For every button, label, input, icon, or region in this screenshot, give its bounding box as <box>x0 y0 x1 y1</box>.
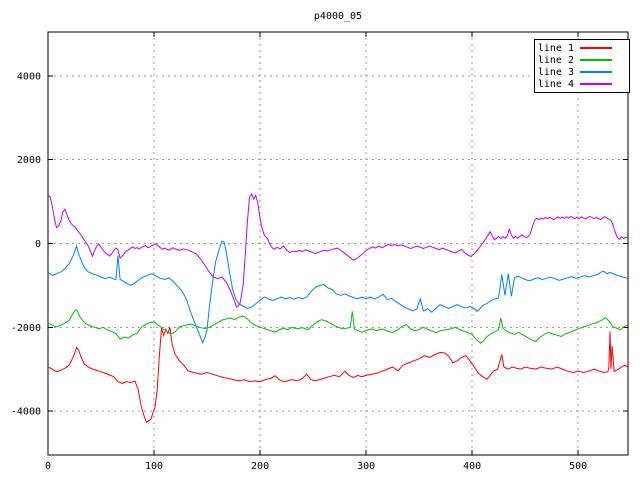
x-tick-label: 100 <box>145 461 163 472</box>
y-tick-label: -2000 <box>11 323 41 334</box>
y-tick-label: 4000 <box>17 71 41 82</box>
legend-label: line 2 <box>537 54 574 66</box>
x-tick-label: 500 <box>569 461 587 472</box>
x-tick-label: 300 <box>357 461 375 472</box>
legend-sample-line-icon <box>580 83 612 85</box>
chart-title: p4000_05 <box>313 11 363 22</box>
legend-label: line 3 <box>537 66 574 78</box>
legend-item-line-1: line 1 <box>535 42 629 54</box>
y-tick-label: -4000 <box>11 407 41 418</box>
x-tick-label: 0 <box>45 461 51 472</box>
legend-item-line-2: line 2 <box>535 54 629 66</box>
y-tick-label: 2000 <box>17 155 41 166</box>
legend-label: line 1 <box>537 42 574 54</box>
legend-label: line 4 <box>537 78 574 90</box>
x-tick-label: 200 <box>251 461 269 472</box>
legend-sample-line-icon <box>580 71 612 73</box>
legend: line 1 line 2 line 3 line 4 <box>534 39 630 93</box>
series-line-2 <box>47 308 629 344</box>
series-line-4 <box>47 193 629 309</box>
y-tick-label: 0 <box>35 239 41 250</box>
series-line-3 <box>47 240 629 345</box>
legend-sample-line-icon <box>580 47 612 49</box>
series-line-1 <box>47 327 629 424</box>
x-tick-label: 400 <box>463 461 481 472</box>
legend-sample-line-icon <box>580 59 612 61</box>
legend-item-line-3: line 3 <box>535 66 629 78</box>
legend-item-line-4: line 4 <box>535 78 629 90</box>
